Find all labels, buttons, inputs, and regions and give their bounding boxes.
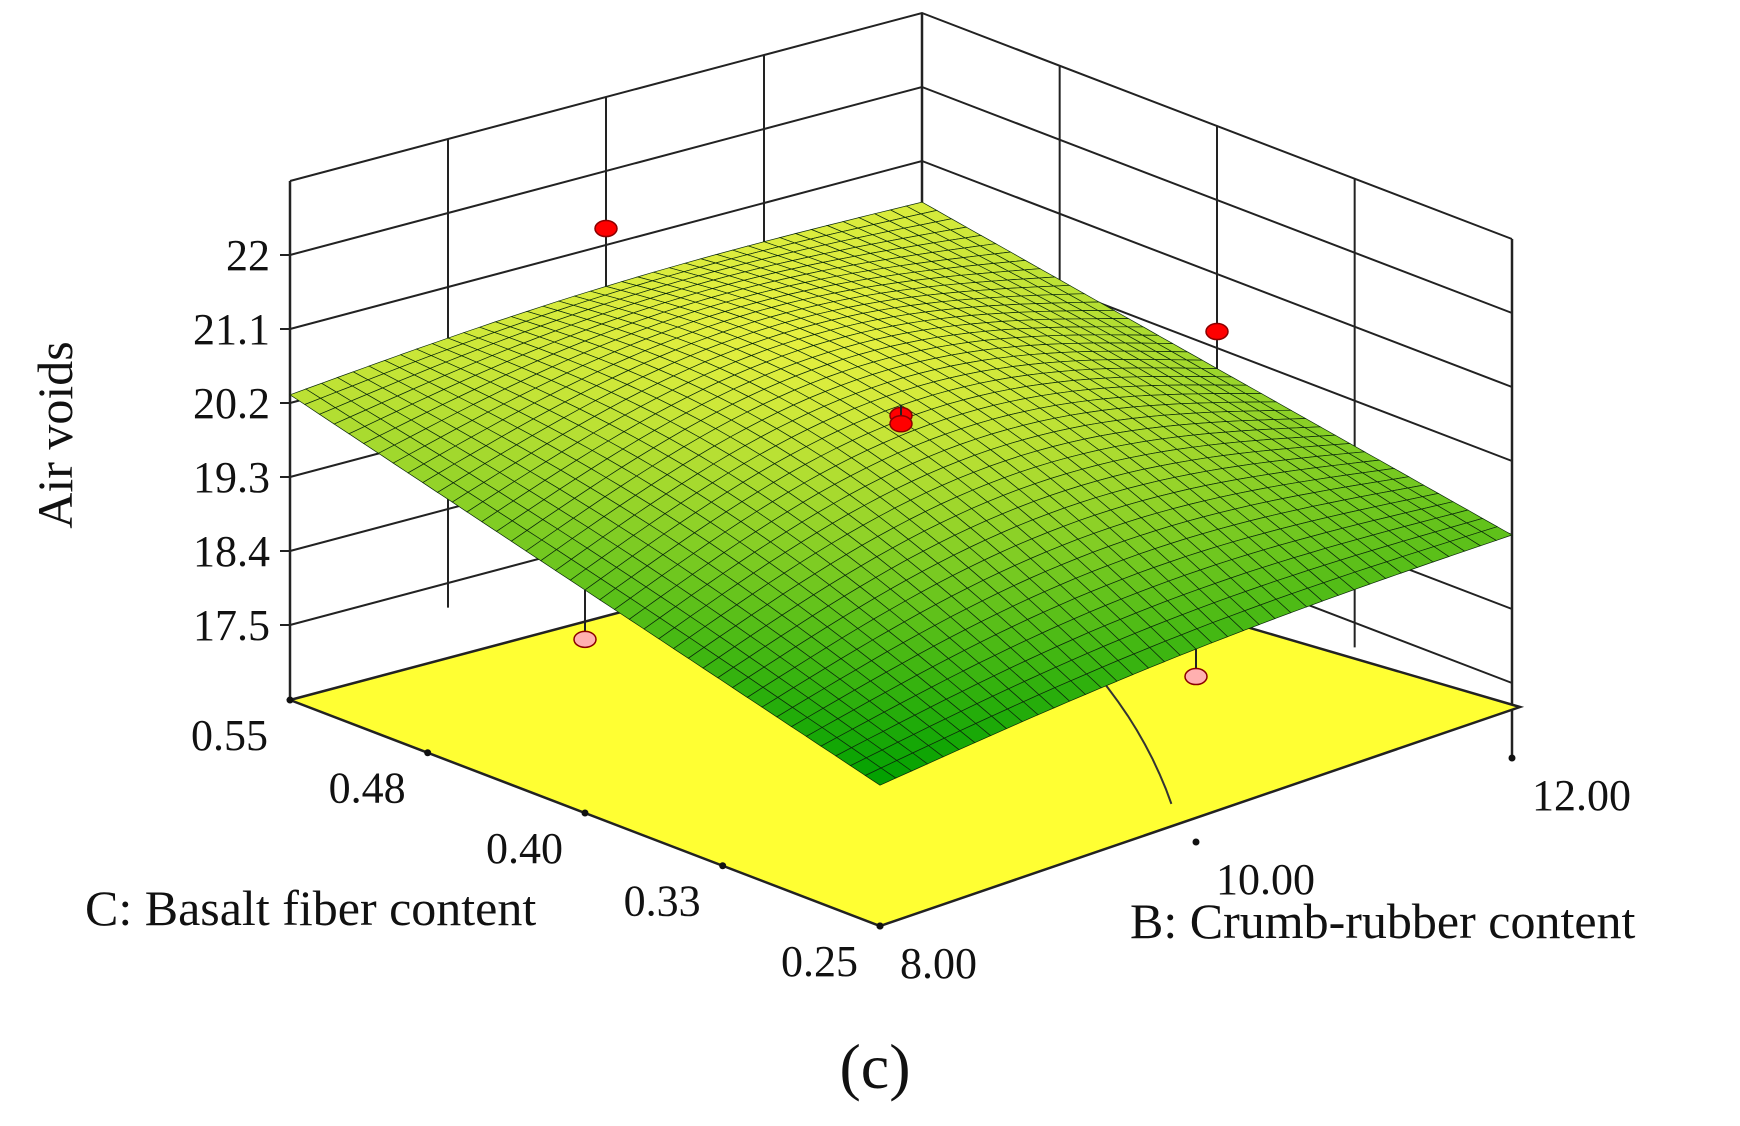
c-tick-label: 0.48 bbox=[329, 764, 406, 813]
c-tick-label: 0.40 bbox=[486, 824, 563, 873]
b-tick-mark bbox=[1508, 754, 1516, 762]
b-tick-mark bbox=[876, 922, 884, 930]
c-tick-label: 0.25 bbox=[781, 937, 858, 986]
c-tick-label: 0.33 bbox=[624, 877, 701, 926]
z-tick-label: 19.3 bbox=[193, 453, 270, 502]
design-point-marker bbox=[1184, 667, 1208, 686]
c-axis-title: C: Basalt fiber content bbox=[85, 880, 536, 936]
b-tick-mark bbox=[1192, 838, 1200, 846]
z-axis-title: Air voids bbox=[27, 341, 83, 529]
design-points-above-surface bbox=[594, 219, 1229, 433]
b-axis-title: B: Crumb-rubber content bbox=[1130, 893, 1636, 949]
z-tick-label: 17.5 bbox=[193, 601, 270, 650]
c-tick-mark bbox=[581, 809, 589, 817]
c-tick-mark bbox=[424, 749, 432, 757]
z-tick-label: 21.1 bbox=[193, 305, 270, 354]
design-point-marker bbox=[594, 219, 618, 238]
c-tick-label: 0.55 bbox=[191, 711, 268, 760]
response-surface-mesh bbox=[289, 201, 1513, 786]
z-tick-label: 22 bbox=[226, 231, 270, 280]
b-tick-label: 12.00 bbox=[1532, 771, 1631, 820]
c-tick-mark bbox=[286, 696, 294, 704]
b-tick-label: 8.00 bbox=[900, 939, 977, 988]
b-tick-label: 10.00 bbox=[1216, 855, 1315, 904]
surface-patch bbox=[864, 767, 897, 786]
z-tick-label: 20.2 bbox=[193, 379, 270, 428]
design-point-marker bbox=[889, 415, 913, 433]
axes: 22 21.1 20.2 19.3 18.4 17.5 0.25 0.33 0.40 0.48 0.… bbox=[191, 231, 1631, 988]
wall-gridline bbox=[289, 11, 1513, 240]
design-point-marker bbox=[573, 630, 597, 649]
design-point-marker bbox=[1205, 322, 1229, 341]
panel-label: (c) bbox=[839, 1031, 910, 1102]
design-points-below-surface bbox=[573, 590, 1208, 686]
z-tick-label: 18.4 bbox=[193, 527, 270, 576]
c-tick-mark bbox=[719, 862, 727, 870]
